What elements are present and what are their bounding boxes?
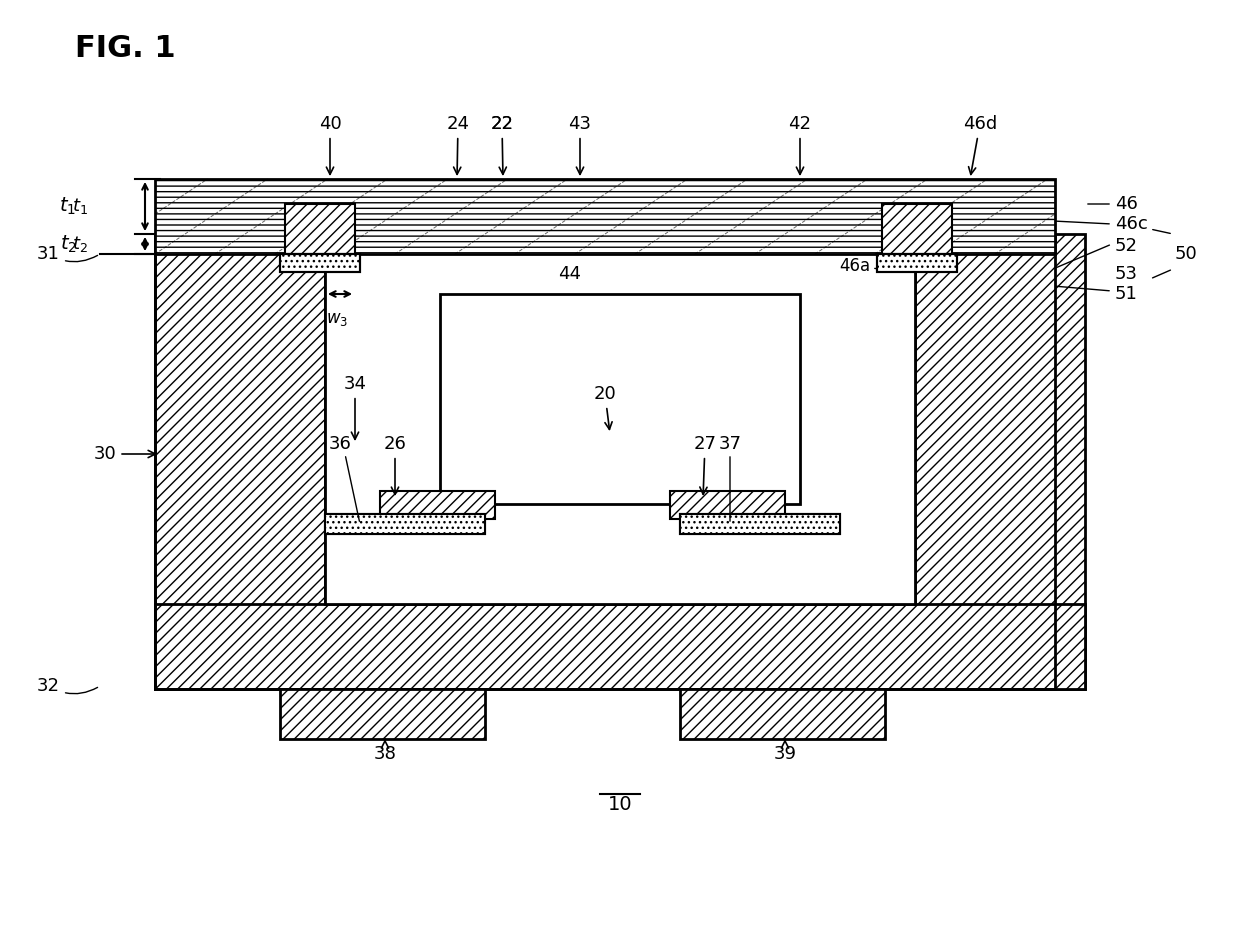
Bar: [325, 234, 915, 604]
Text: FIG. 1: FIG. 1: [74, 34, 176, 63]
Text: 20: 20: [594, 385, 616, 430]
Bar: [670, 491, 785, 519]
Text: 38: 38: [373, 740, 397, 763]
Bar: [877, 254, 957, 272]
Text: 26: 26: [383, 435, 407, 494]
Text: $t_2$: $t_2$: [60, 234, 77, 255]
Text: 43: 43: [568, 115, 591, 175]
Text: $t_1$: $t_1$: [60, 196, 77, 217]
Text: 34: 34: [343, 375, 367, 439]
Text: 42: 42: [789, 115, 811, 175]
Bar: [379, 491, 495, 519]
Text: $t_2$: $t_2$: [72, 234, 88, 254]
Text: 32: 32: [37, 677, 98, 695]
Bar: [680, 689, 885, 739]
Text: 46d: 46d: [963, 115, 997, 175]
Text: $t_1$: $t_1$: [72, 196, 88, 217]
Bar: [877, 254, 957, 272]
Text: 50: 50: [1176, 245, 1198, 263]
Text: 30: 30: [94, 445, 155, 463]
Bar: [155, 234, 325, 689]
Text: 22: 22: [491, 115, 513, 133]
Bar: [280, 254, 360, 272]
Text: 10: 10: [608, 795, 632, 814]
Bar: [155, 604, 1085, 689]
Text: 46: 46: [1115, 195, 1138, 213]
Text: 24: 24: [446, 115, 470, 175]
Text: 40: 40: [319, 115, 341, 175]
Bar: [680, 514, 839, 534]
Text: 53: 53: [1115, 265, 1138, 283]
Text: 44: 44: [558, 265, 582, 283]
Bar: [882, 204, 952, 254]
Text: 22: 22: [491, 115, 513, 175]
Bar: [280, 689, 485, 739]
Bar: [325, 514, 485, 534]
Bar: [325, 514, 485, 534]
Text: 36: 36: [329, 435, 351, 453]
Text: 31: 31: [37, 245, 98, 263]
Bar: [280, 254, 360, 272]
Text: $w_3$: $w_3$: [326, 310, 348, 328]
Text: 37: 37: [718, 435, 742, 453]
Text: 52: 52: [1115, 237, 1138, 255]
Text: 46a: 46a: [839, 257, 870, 275]
Text: 46b: 46b: [848, 225, 880, 243]
Bar: [680, 514, 839, 534]
Text: 27: 27: [693, 435, 717, 494]
Bar: [915, 234, 1085, 689]
Text: 46c: 46c: [1115, 215, 1148, 233]
Bar: [155, 179, 1055, 254]
Bar: [440, 294, 800, 504]
Bar: [285, 204, 355, 254]
Bar: [155, 234, 1055, 689]
Text: 39: 39: [774, 740, 796, 763]
Text: 51: 51: [1115, 285, 1138, 303]
